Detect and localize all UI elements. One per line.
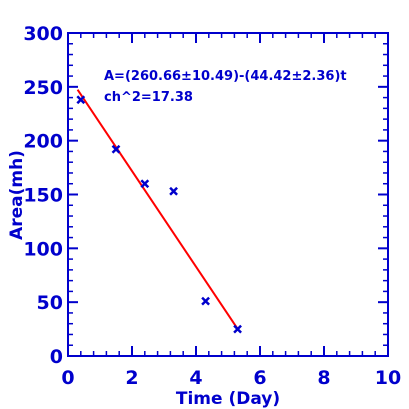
data-point [233, 324, 242, 334]
chi-squared-annotation: ch^2=17.38 [104, 90, 193, 105]
x-ticks [67, 33, 389, 356]
fit-equation-annotation: A=(260.66±10.49)-(44.42±2.36)t [104, 69, 347, 84]
y-ticks [68, 32, 388, 357]
series-layer [76, 89, 242, 334]
data-point [169, 186, 178, 196]
data-point [76, 95, 86, 105]
x-tick-labels: 0 2 4 6 8 10 [61, 367, 401, 389]
data-point [140, 179, 150, 189]
y-tick-label: 200 [23, 131, 63, 153]
data-point [201, 296, 210, 306]
y-axis-title: Area(mh) [7, 150, 27, 240]
x-tick-label: 6 [253, 367, 266, 389]
y-tick-label: 0 [50, 346, 63, 368]
y-tick-label: 100 [23, 238, 63, 260]
fit-line [76, 89, 239, 330]
y-tick-label: 150 [23, 185, 63, 207]
x-tick-label: 8 [317, 367, 330, 389]
x-tick-label: 0 [61, 367, 74, 389]
data-point [111, 144, 121, 154]
y-tick-label: 300 [23, 23, 63, 45]
x-axis-title: Time (Day) [176, 389, 280, 409]
x-tick-label: 10 [375, 367, 401, 389]
y-tick-label: 250 [23, 77, 63, 99]
y-tick-labels: 0 50 100 150 200 250 300 [23, 23, 63, 368]
x-tick-label: 2 [125, 367, 138, 389]
y-tick-label: 50 [37, 292, 63, 314]
x-tick-label: 4 [189, 367, 202, 389]
